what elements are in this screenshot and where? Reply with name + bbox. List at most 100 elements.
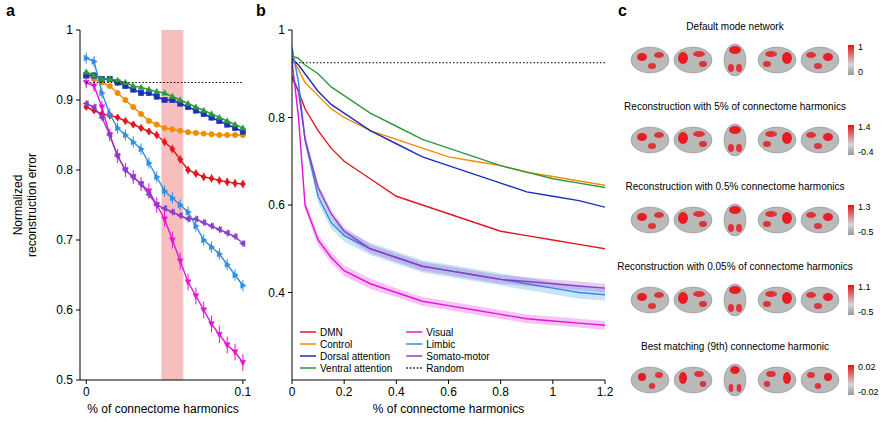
brain-activation <box>763 301 771 307</box>
colorbar-max: 0.02 <box>858 362 876 372</box>
x-tick <box>605 380 606 384</box>
data-point <box>170 127 175 132</box>
brain-activation <box>728 224 734 232</box>
series-line <box>292 58 605 207</box>
brain-activation <box>824 373 832 381</box>
colorbar <box>848 125 854 155</box>
brain-activation <box>729 46 741 54</box>
brain-activation <box>654 212 664 218</box>
brain-surface <box>631 47 669 73</box>
y-tick <box>288 117 292 118</box>
map-title: Reconstruction with 5% of connectome har… <box>624 101 846 112</box>
data-point <box>224 230 229 236</box>
x-axis-title: % of connectome harmonics <box>87 402 238 416</box>
brain-activation <box>655 372 663 378</box>
data-point <box>84 55 89 61</box>
brain-surface <box>758 127 796 153</box>
data-point <box>161 206 166 212</box>
data-point <box>185 100 191 105</box>
x-tick <box>86 380 87 384</box>
data-point <box>91 104 96 110</box>
data-point <box>107 83 112 88</box>
brain-view <box>674 127 712 153</box>
brain-activation <box>823 293 833 301</box>
data-point <box>216 114 222 119</box>
data-point <box>123 117 128 124</box>
brain-view <box>724 284 746 316</box>
brain-view <box>801 47 839 73</box>
brain-activation <box>728 144 734 152</box>
data-point <box>99 76 105 81</box>
brain-activation <box>736 304 742 312</box>
legend-label: Random <box>426 363 464 374</box>
data-point <box>225 262 230 268</box>
data-point <box>194 223 199 229</box>
data-point <box>123 97 128 102</box>
data-point <box>233 272 238 278</box>
data-point <box>200 220 205 226</box>
x-tick-label: 0.2 <box>336 385 353 399</box>
x-tick-label: 0.8 <box>492 385 509 399</box>
y-tick-label: 0.8 <box>56 163 73 177</box>
brain-view <box>724 44 746 76</box>
data-point <box>177 213 182 219</box>
series-line <box>86 76 243 132</box>
brain-surface <box>758 367 796 393</box>
plot-area <box>292 43 605 330</box>
x-tick-label: 1.2 <box>597 385 614 399</box>
brain-activation <box>678 132 688 144</box>
y-tick-label: 0.5 <box>56 373 73 387</box>
brain-view <box>801 207 839 233</box>
brain-view <box>758 207 796 233</box>
data-point <box>146 128 151 135</box>
data-point <box>154 131 159 138</box>
brain-activation <box>765 291 777 297</box>
y-tick <box>288 30 292 31</box>
data-point <box>225 132 230 137</box>
brain-activation <box>648 143 656 149</box>
brain-activation <box>729 384 734 392</box>
x-tick-label: 0 <box>289 385 296 399</box>
data-point <box>115 77 121 82</box>
legend-swatch <box>406 355 422 357</box>
brain-view <box>674 47 712 73</box>
y-tick-label: 1 <box>278 23 285 37</box>
plot-area <box>83 30 246 380</box>
data-point <box>216 227 221 233</box>
data-point <box>99 76 104 81</box>
colorbar-min: -0.02 <box>858 387 879 397</box>
brain-activation <box>637 53 647 61</box>
legend-label: Limbic <box>426 339 455 350</box>
data-point <box>107 76 112 81</box>
x-tick <box>500 380 501 384</box>
data-point <box>162 125 167 130</box>
legend-entry: DMN <box>300 327 343 338</box>
brain-activation <box>823 53 833 61</box>
brain-activation <box>737 384 742 392</box>
brain-activation <box>693 51 705 57</box>
brain-activation <box>806 212 816 218</box>
y-tick-label: 0.4 <box>268 286 285 300</box>
brain-activation <box>730 366 740 374</box>
y-tick <box>288 292 292 293</box>
y-tick-label: 0.7 <box>56 233 73 247</box>
data-point <box>201 308 207 313</box>
y-tick-label: 0.9 <box>56 93 73 107</box>
data-point <box>241 283 246 289</box>
series-line <box>86 104 243 244</box>
colorbar <box>848 365 854 395</box>
data-point <box>115 90 120 95</box>
x-tick <box>242 380 243 384</box>
data-point <box>193 104 199 109</box>
data-point <box>154 88 160 93</box>
data-point <box>146 118 151 123</box>
map-title: Default mode network <box>686 21 784 32</box>
data-point <box>224 343 230 348</box>
data-point <box>154 122 159 127</box>
colorbar-max: 1.1 <box>858 282 871 292</box>
legend-swatch <box>406 331 422 333</box>
colorbar-min: 0 <box>858 67 863 77</box>
brain-activation <box>728 64 734 72</box>
data-point <box>115 114 120 121</box>
brain-view <box>724 204 746 236</box>
